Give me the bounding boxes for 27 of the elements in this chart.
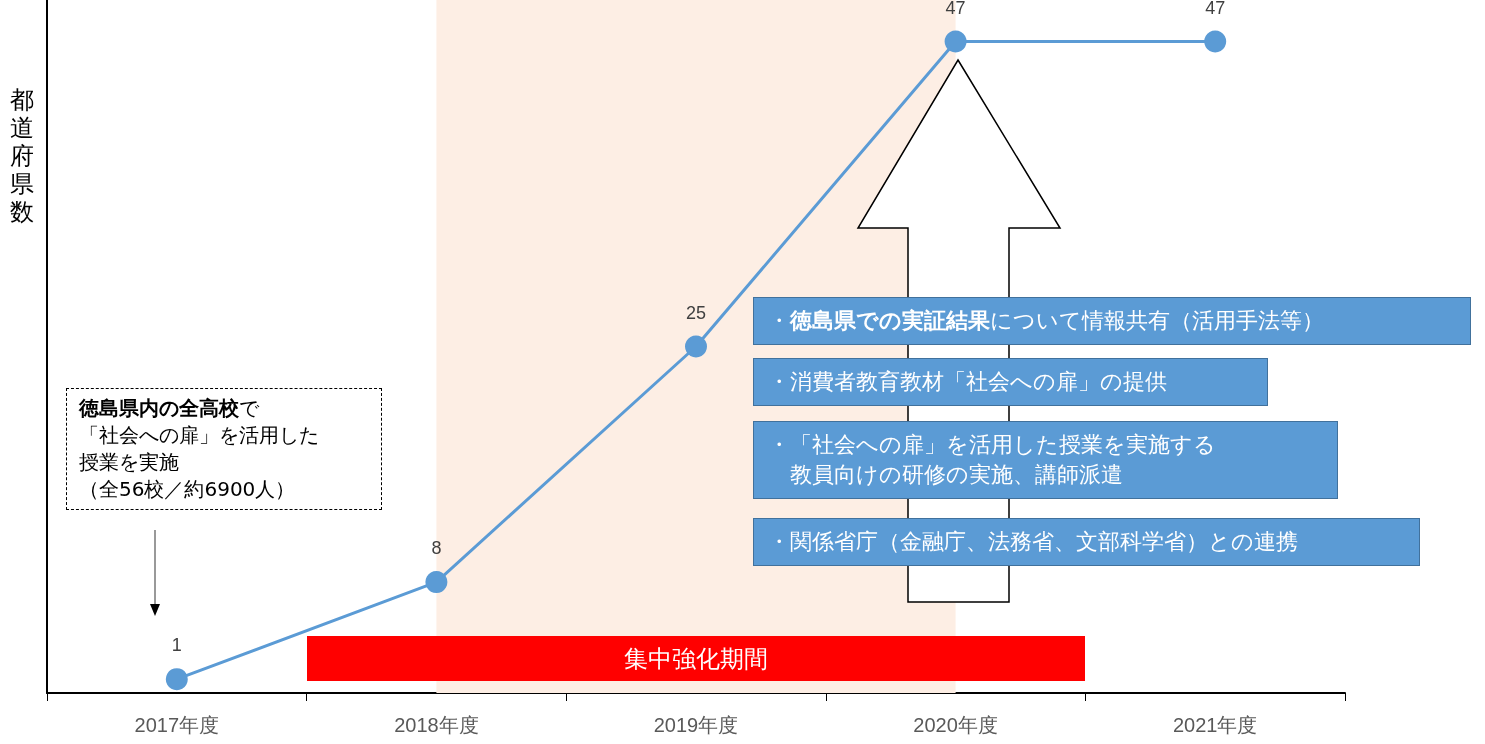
callout-box: ・徳島県での実証結果について情報共有（活用手法等） <box>753 297 1471 345</box>
x-tick-label: 2017年度 <box>134 714 220 736</box>
annotation: ・関係省庁（金融庁、法務省、文部科学省）との連携 <box>768 528 1299 556</box>
point <box>165 668 188 691</box>
point <box>1204 30 1227 53</box>
y-axis-title: 都道府県数 <box>10 86 35 226</box>
annotation: 徳島県内の全高校で「社会への扉」を活用した授業を実施（全56校／約6900人） <box>79 395 320 503</box>
callout-box: ・消費者教育教材「社会への扉」の提供 <box>753 358 1268 406</box>
x-tick-label: 2021年度 <box>1172 714 1258 736</box>
banner: 集中強化期間 <box>306 636 1086 681</box>
callout-box: ・関係省庁（金融庁、法務省、文部科学省）との連携 <box>753 518 1420 566</box>
data-label: 47 <box>945 0 966 18</box>
annotation: ・徳島県での実証結果について情報共有（活用手法等） <box>768 307 1325 335</box>
annotation: ・消費者教育教材「社会への扉」の提供 <box>768 368 1168 396</box>
data-label: 1 <box>171 635 182 656</box>
data-label: 25 <box>685 302 707 323</box>
callout-box: ・「社会への扉」を活用した授業を実施する教員向けの研修の実施、講師派遣 <box>753 421 1338 499</box>
x-tick-label: 2019年度 <box>653 714 739 736</box>
data-label: 47 <box>1205 0 1226 18</box>
annotation: ・「社会への扉」を活用した授業を実施する教員向けの研修の実施、講師派遣 <box>768 431 1217 489</box>
point <box>944 30 967 53</box>
point <box>425 571 448 594</box>
x-tick-label: 2020年度 <box>913 714 998 736</box>
note-box: 徳島県内の全高校で「社会への扉」を活用した授業を実施（全56校／約6900人） <box>66 388 382 510</box>
data-label: 8 <box>431 538 442 559</box>
x-tick-label: 2018年度 <box>394 714 479 736</box>
point <box>685 335 707 358</box>
